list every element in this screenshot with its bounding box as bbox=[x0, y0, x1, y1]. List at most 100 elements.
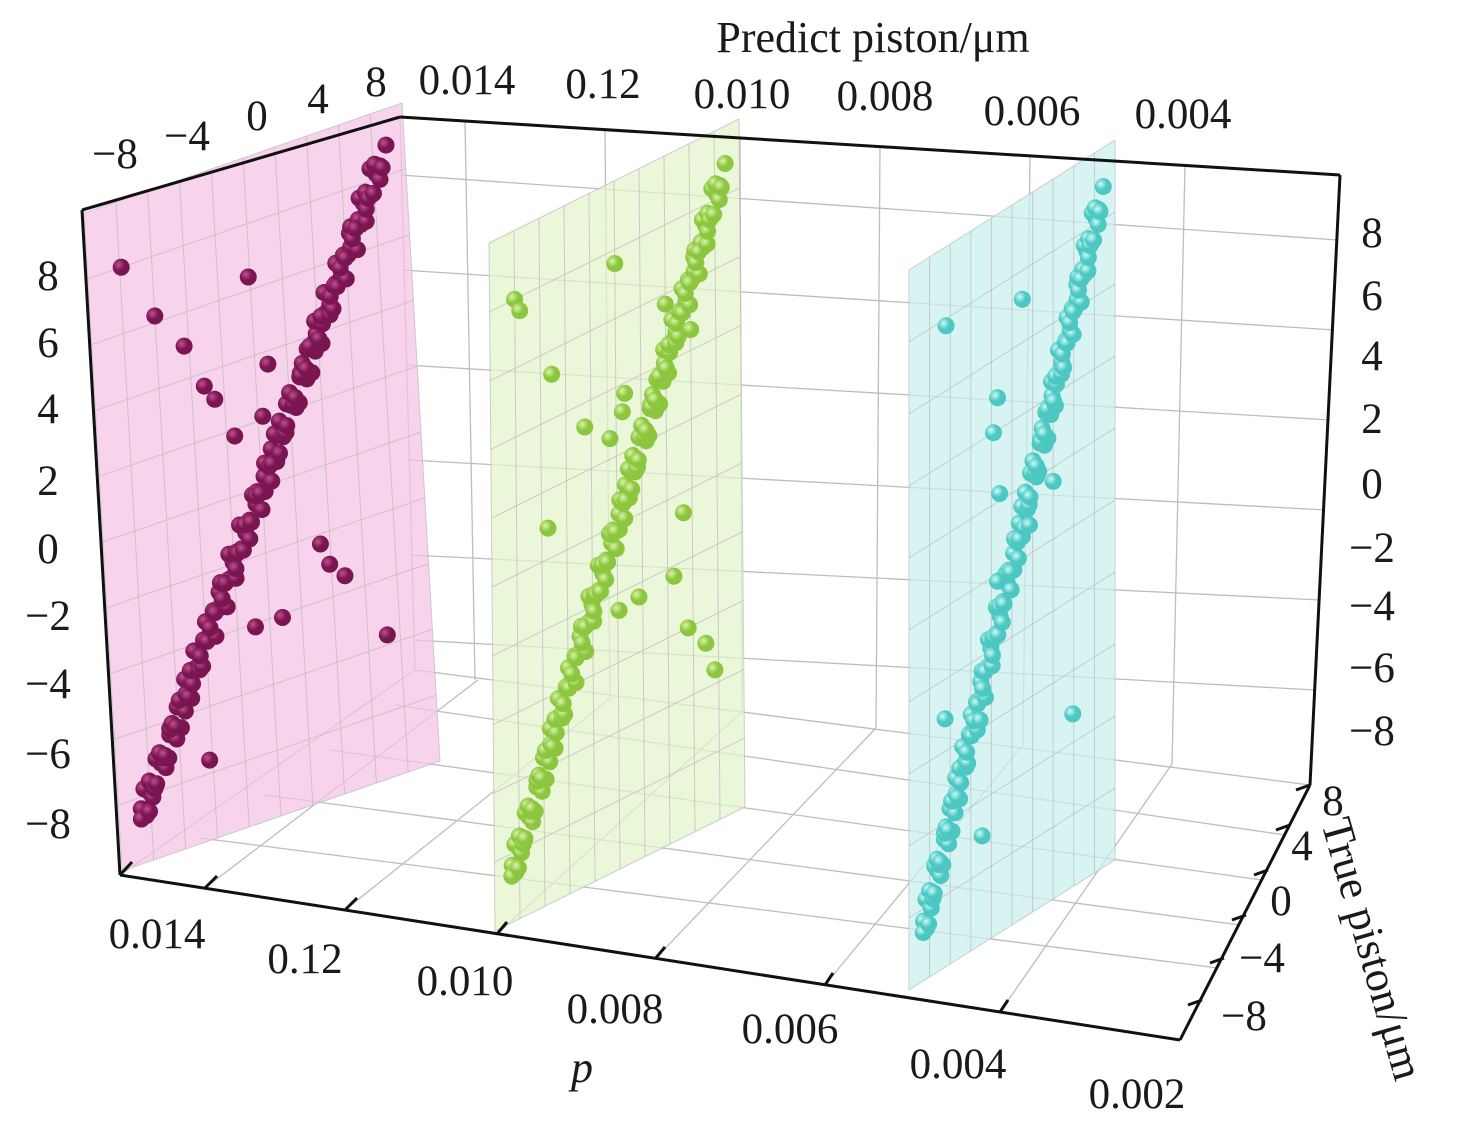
tick-label-p-top: 0.004 bbox=[1135, 91, 1232, 138]
data-point bbox=[547, 724, 565, 742]
pane-grid-line bbox=[738, 118, 746, 808]
outlier-point bbox=[543, 365, 561, 383]
data-point bbox=[1055, 359, 1073, 377]
tick-mark bbox=[1253, 868, 1269, 877]
data-point bbox=[932, 853, 950, 871]
axis-title-true: True piston/μm bbox=[1311, 812, 1433, 1085]
data-point bbox=[533, 769, 551, 787]
data-point bbox=[983, 646, 1001, 664]
tick-label-predict-left: −8 bbox=[25, 801, 71, 848]
pane-grid-line bbox=[908, 427, 1116, 559]
pane-grid-line bbox=[306, 135, 346, 795]
tick-mark bbox=[118, 860, 134, 877]
tick-label-p-bottom: 0.008 bbox=[567, 986, 664, 1033]
pane-grid-line bbox=[401, 102, 441, 762]
axis-title-p: p bbox=[568, 1043, 593, 1092]
data-point bbox=[377, 136, 395, 154]
pane-grid-line bbox=[663, 156, 671, 845]
data-point bbox=[573, 634, 591, 652]
outlier-point bbox=[936, 710, 954, 728]
series-0 bbox=[112, 136, 396, 828]
outlier-point bbox=[539, 519, 557, 537]
outlier-point bbox=[146, 307, 164, 325]
tick-label-predict-right: 2 bbox=[1361, 396, 1383, 443]
pane-grid-line bbox=[908, 139, 1116, 271]
tick-mark bbox=[1187, 998, 1203, 1007]
outlier-point bbox=[1021, 516, 1039, 534]
data-point bbox=[952, 774, 970, 792]
pane-grid-line bbox=[95, 299, 414, 411]
data-point bbox=[920, 915, 938, 933]
data-point bbox=[241, 530, 259, 548]
tick-label-predict-right: 4 bbox=[1361, 333, 1383, 380]
outlier-point bbox=[254, 407, 272, 425]
data-point bbox=[974, 679, 992, 697]
data-point bbox=[180, 688, 198, 706]
data-point bbox=[336, 249, 354, 267]
tick-label-predict-left: 0 bbox=[37, 526, 59, 573]
data-point bbox=[184, 675, 202, 693]
tick-label-true-bottom: 8 bbox=[1322, 778, 1344, 825]
outlier-point bbox=[971, 711, 989, 729]
data-point bbox=[253, 501, 271, 519]
outlier-point bbox=[378, 626, 396, 644]
data-point bbox=[141, 803, 159, 821]
tick-label-predict-right: −2 bbox=[1349, 525, 1395, 572]
outlier-point bbox=[195, 377, 213, 395]
data-point bbox=[993, 613, 1011, 631]
tick-mark bbox=[1295, 783, 1311, 792]
data-point bbox=[167, 717, 185, 735]
data-point bbox=[958, 743, 976, 761]
data-point bbox=[597, 571, 615, 589]
tick-label-true-bottom: 4 bbox=[1291, 823, 1313, 870]
data-point bbox=[148, 775, 166, 793]
pane-grid-line bbox=[274, 146, 314, 806]
axis-title-predict: Predict piston/μm bbox=[716, 13, 1029, 62]
outlier-point bbox=[1044, 472, 1062, 490]
tick-label-true-top: −4 bbox=[164, 113, 210, 160]
outlier-point bbox=[697, 634, 715, 652]
outlier-point bbox=[239, 268, 257, 286]
outlier-point bbox=[206, 390, 224, 408]
outlier-point bbox=[656, 295, 674, 313]
outlier-point bbox=[321, 555, 339, 573]
tick-label-predict-left: −4 bbox=[25, 661, 71, 708]
tick-label-true-top: 8 bbox=[365, 59, 387, 106]
pane-grid-line bbox=[489, 187, 740, 313]
data-point bbox=[705, 205, 723, 223]
outlier-point bbox=[112, 258, 130, 276]
outlier-point bbox=[630, 588, 648, 606]
outlier-point bbox=[259, 355, 277, 373]
outlier-point bbox=[610, 601, 628, 619]
outlier-point bbox=[973, 827, 991, 845]
pane-grid-line bbox=[638, 168, 646, 857]
tick-label-true-top: 4 bbox=[307, 76, 329, 123]
tick-mark bbox=[343, 896, 359, 912]
tick-label-p-bottom: 0.002 bbox=[1089, 1071, 1186, 1118]
outlier-point bbox=[246, 618, 264, 636]
outlier-point bbox=[336, 567, 354, 585]
data-point bbox=[227, 560, 245, 578]
data-point bbox=[629, 451, 647, 469]
data-point bbox=[1079, 262, 1097, 280]
data-point bbox=[1027, 457, 1045, 475]
data-point bbox=[1091, 202, 1109, 220]
tick-label-p-top: 0.006 bbox=[984, 88, 1081, 135]
data-point bbox=[698, 235, 716, 253]
data-point bbox=[213, 590, 231, 608]
tick-label-p-top: 0.010 bbox=[694, 71, 791, 118]
outlier-point bbox=[226, 427, 244, 445]
data-point bbox=[563, 665, 581, 683]
data-point bbox=[995, 595, 1013, 613]
tick-mark bbox=[823, 972, 835, 986]
tick-label-predict-left: −2 bbox=[25, 593, 71, 640]
pane-grid-line bbox=[908, 355, 1116, 487]
tick-label-predict-left: 6 bbox=[37, 320, 59, 367]
data-point bbox=[509, 859, 527, 877]
outlier-point bbox=[937, 317, 955, 335]
data-point bbox=[925, 884, 943, 902]
data-point bbox=[939, 821, 957, 839]
points bbox=[112, 136, 1112, 942]
tick-label-true-bottom: −8 bbox=[1221, 993, 1267, 1040]
pane-grid-line bbox=[369, 113, 409, 773]
